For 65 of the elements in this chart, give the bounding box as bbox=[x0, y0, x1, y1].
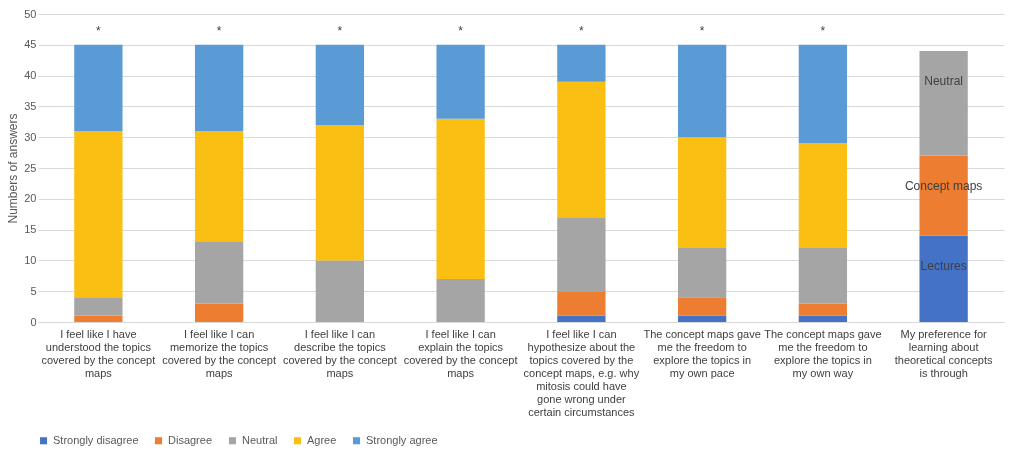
bar bbox=[677, 248, 727, 298]
bar bbox=[74, 315, 123, 322]
annotation: * bbox=[699, 23, 705, 38]
bar bbox=[677, 44, 727, 138]
x-tick-label: I feel like I can memorize the topics covered by the concept maps bbox=[162, 327, 276, 379]
annotation: Neutral bbox=[924, 73, 963, 88]
legend-label: Agree bbox=[307, 433, 337, 446]
y-tick-label: 35 bbox=[24, 99, 37, 112]
annotation: * bbox=[579, 23, 585, 38]
y-tick-label: 25 bbox=[24, 161, 37, 174]
x-tick-label: My preference for learning about theoretical concepts is through bbox=[894, 327, 994, 379]
legend-label: Strongly agree bbox=[366, 433, 438, 446]
bar bbox=[436, 278, 485, 322]
bar bbox=[798, 315, 848, 322]
y-tick-label: 50 bbox=[24, 7, 37, 20]
bar bbox=[436, 44, 485, 119]
y-tick-label: 5 bbox=[30, 284, 37, 297]
annotation: * bbox=[820, 23, 826, 38]
bar bbox=[557, 44, 606, 82]
x-tick-label: The concept maps gave me the freedom to explore the topics in my own pace bbox=[643, 327, 761, 379]
annotation: * bbox=[216, 23, 222, 38]
y-tick-label: 40 bbox=[24, 69, 37, 82]
y-tick-label: 10 bbox=[24, 253, 37, 266]
legend-label: Strongly disagree bbox=[53, 433, 139, 446]
annotation: Lectures bbox=[920, 258, 967, 273]
bar bbox=[74, 44, 123, 132]
annotation: * bbox=[337, 23, 343, 38]
bar bbox=[798, 143, 848, 249]
bar bbox=[315, 44, 365, 125]
bar bbox=[436, 118, 485, 279]
x-tick-label: The concept maps gave me the freedom to explore the topics in my own way bbox=[764, 327, 882, 379]
x-tick-label: I feel like I can explain the topics covered by the concept maps bbox=[403, 327, 518, 379]
x-tick-label: I feel like I can hypothesize about the topics covered by the concept maps, e.g. why mitosis could have gone wrong under certain circumstances bbox=[523, 327, 640, 418]
bar bbox=[798, 44, 848, 144]
bar bbox=[798, 303, 848, 316]
bar bbox=[557, 291, 606, 316]
annotation: * bbox=[458, 23, 464, 38]
bar bbox=[677, 137, 727, 249]
bar bbox=[919, 50, 968, 156]
bar bbox=[557, 81, 606, 218]
legend-label: Disagree bbox=[168, 433, 213, 446]
bar bbox=[194, 241, 244, 304]
bar bbox=[798, 248, 848, 304]
bar bbox=[677, 297, 727, 316]
bar bbox=[194, 303, 244, 322]
bar bbox=[74, 131, 123, 298]
x-tick-label: I feel like I can describe the topics covered by the concept maps bbox=[283, 327, 397, 379]
annotation: * bbox=[96, 23, 102, 38]
bar bbox=[315, 124, 365, 261]
y-tick-label: 45 bbox=[24, 38, 37, 51]
bar bbox=[557, 217, 606, 292]
y-tick-label: 15 bbox=[24, 223, 37, 236]
bar bbox=[74, 297, 123, 316]
bar bbox=[194, 44, 244, 132]
bar bbox=[677, 315, 727, 322]
bar bbox=[194, 131, 244, 242]
y-tick-label: 30 bbox=[24, 130, 37, 143]
y-axis-title: Numbers of answers bbox=[6, 113, 21, 224]
bar bbox=[557, 315, 606, 322]
y-tick-label: 0 bbox=[30, 315, 37, 328]
y-tick-label: 20 bbox=[24, 192, 37, 205]
bar bbox=[315, 260, 365, 322]
x-tick-label: I feel like I have understood the topics covered by the concept maps bbox=[41, 327, 156, 379]
bar bbox=[919, 235, 968, 322]
legend-label: Neutral bbox=[242, 433, 278, 446]
